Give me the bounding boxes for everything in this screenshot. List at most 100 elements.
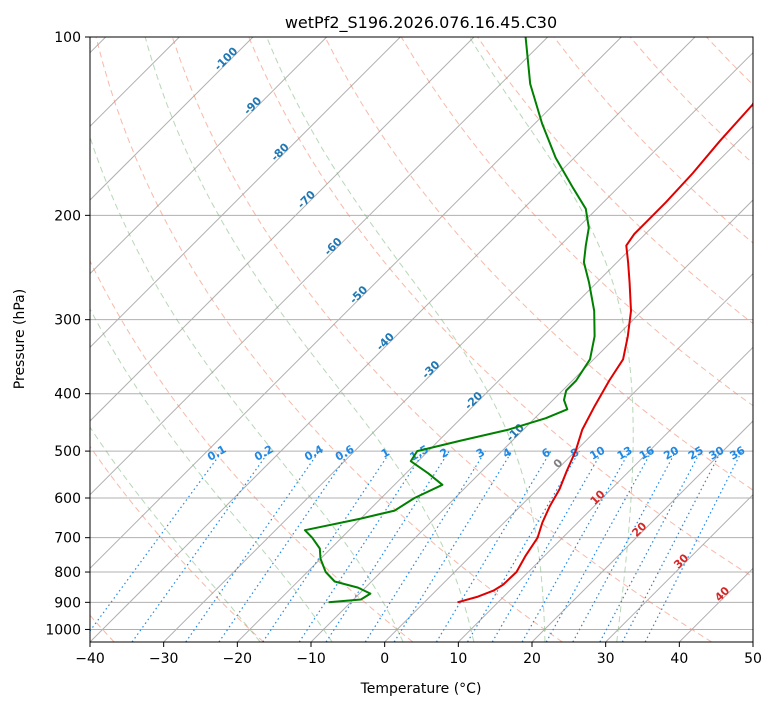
isotherm-label: -20 (462, 389, 485, 412)
mixing-ratio-label: 10 (587, 444, 607, 463)
moist-adiabat (90, 308, 333, 642)
isotherm-line (90, 37, 549, 496)
background-lines (90, 37, 753, 642)
mixing-ratio-line (545, 450, 653, 642)
mixing-ratio-line (298, 450, 425, 642)
mixing-ratio-line (521, 450, 631, 642)
temperature-profile-line (457, 101, 753, 604)
x-tick-label: −40 (75, 651, 105, 667)
y-tick-label: 600 (54, 491, 81, 507)
mixing-ratio-line (572, 450, 677, 642)
dewpoint-profile-line (303, 37, 596, 604)
isotherm-label: -80 (269, 140, 292, 163)
isotherm-label: -40 (374, 330, 397, 353)
mixing-ratio-label: 6 (539, 445, 552, 460)
isotherm-line (310, 199, 753, 642)
mixing-ratio-label: 0.6 (333, 442, 357, 463)
mixing-ratio-label: 0.4 (302, 442, 326, 463)
mixing-ratio-line (325, 450, 450, 642)
moist-adiabat (266, 37, 546, 642)
dry-adiabat (248, 37, 753, 578)
y-tick-label: 700 (54, 531, 81, 547)
x-tick-label: 10 (449, 651, 467, 667)
mixing-ratio-line (393, 450, 513, 642)
isotherm-label: -100 (212, 44, 241, 73)
x-tick-label: −10 (296, 651, 326, 667)
background-labels: 0.1 0.2 0.4 0.6 1 1.5 2 3 4 6 8 10 13 16 20 25 30 36-100-… (205, 44, 747, 604)
isotherm-line (605, 493, 753, 642)
isotherm-label: -30 (419, 358, 442, 381)
y-tick-label: 200 (54, 208, 81, 224)
isotherm-line (752, 641, 753, 642)
x-tick-label: 40 (670, 651, 688, 667)
mixing-ratio-label: 20 (661, 444, 681, 463)
x-tick-label: 50 (744, 651, 762, 667)
mixing-ratio-line (364, 450, 486, 642)
y-tick-label: 900 (54, 595, 81, 611)
isotherm-label: -90 (241, 94, 264, 117)
isotherm-line (90, 37, 475, 422)
mixing-ratio-label: 25 (686, 444, 706, 463)
y-tick-label: 300 (54, 313, 81, 329)
dry-adiabat (553, 37, 753, 244)
isotherm-line (90, 37, 696, 642)
profile-series (303, 37, 753, 604)
x-tick-label: 30 (597, 651, 615, 667)
x-axis: −40 −30 −20 −10 0 10 20 30 40 50 (75, 642, 762, 667)
mixing-ratio-label: 4 (500, 445, 513, 460)
mixing-ratio-line (599, 450, 702, 642)
dry-adiabat (706, 37, 753, 86)
mixing-ratio-line (185, 450, 320, 642)
y-tick-label: 800 (54, 565, 81, 581)
dry-adiabat (90, 259, 414, 642)
y-tick-label: 1000 (45, 622, 81, 638)
isotherm-line (457, 346, 753, 642)
plot-frame (89, 36, 754, 643)
mixing-ratio-label: 13 (615, 444, 635, 463)
isotherm-line (384, 272, 753, 642)
x-axis-label: Temperature (°C) (360, 681, 482, 697)
mixing-ratio-line (131, 450, 270, 642)
mixing-ratio-label: 0.1 (205, 443, 228, 464)
dry-adiabat (171, 37, 712, 642)
isotherm-label: 10 (588, 487, 608, 507)
y-axis-label: Pressure (hPa) (12, 289, 28, 389)
x-tick-label: 0 (380, 651, 389, 667)
mixing-ratio-label: 1 (379, 446, 392, 461)
isotherm-label: -70 (295, 188, 318, 211)
mixing-ratio-line (491, 450, 603, 642)
mixing-ratio-label: 2 (438, 446, 451, 461)
isotherm-label: 30 (671, 551, 691, 571)
y-tick-label: 500 (54, 444, 81, 460)
isotherm-label: 20 (629, 519, 649, 539)
mixing-ratio-line (466, 450, 580, 642)
mixing-ratio-label: 36 (727, 444, 747, 463)
moist-adiabat (469, 37, 634, 642)
isotherm-line (236, 125, 753, 642)
x-tick-label: −20 (223, 651, 253, 667)
moist-adiabat (90, 426, 261, 642)
y-axis: 100 200 300 400 500 600 700 800 900 1000 (45, 30, 90, 638)
mixing-ratio-line (218, 450, 351, 642)
y-tick-label: 100 (54, 30, 81, 46)
mixing-ratio-line (262, 450, 392, 642)
dry-adiabat (324, 37, 753, 491)
isotherm-line (90, 37, 622, 570)
mixing-ratio-label: 3 (474, 446, 487, 461)
mixing-ratio-line (435, 450, 552, 642)
isotherm-label: -60 (322, 235, 345, 258)
isotherm-line (90, 37, 254, 201)
isotherm-label: 40 (712, 584, 732, 604)
y-tick-label: 400 (54, 387, 81, 403)
dry-adiabat (90, 445, 264, 642)
dry-adiabat (95, 37, 563, 642)
x-tick-label: −30 (149, 651, 179, 667)
isotherm-line (163, 51, 753, 642)
isotherm-line (531, 420, 753, 642)
mixing-ratio-line (644, 450, 743, 642)
isotherm-line (90, 37, 401, 349)
moist-adiabat (90, 135, 404, 642)
isotherm-line (678, 567, 753, 642)
x-tick-label: 20 (523, 651, 541, 667)
